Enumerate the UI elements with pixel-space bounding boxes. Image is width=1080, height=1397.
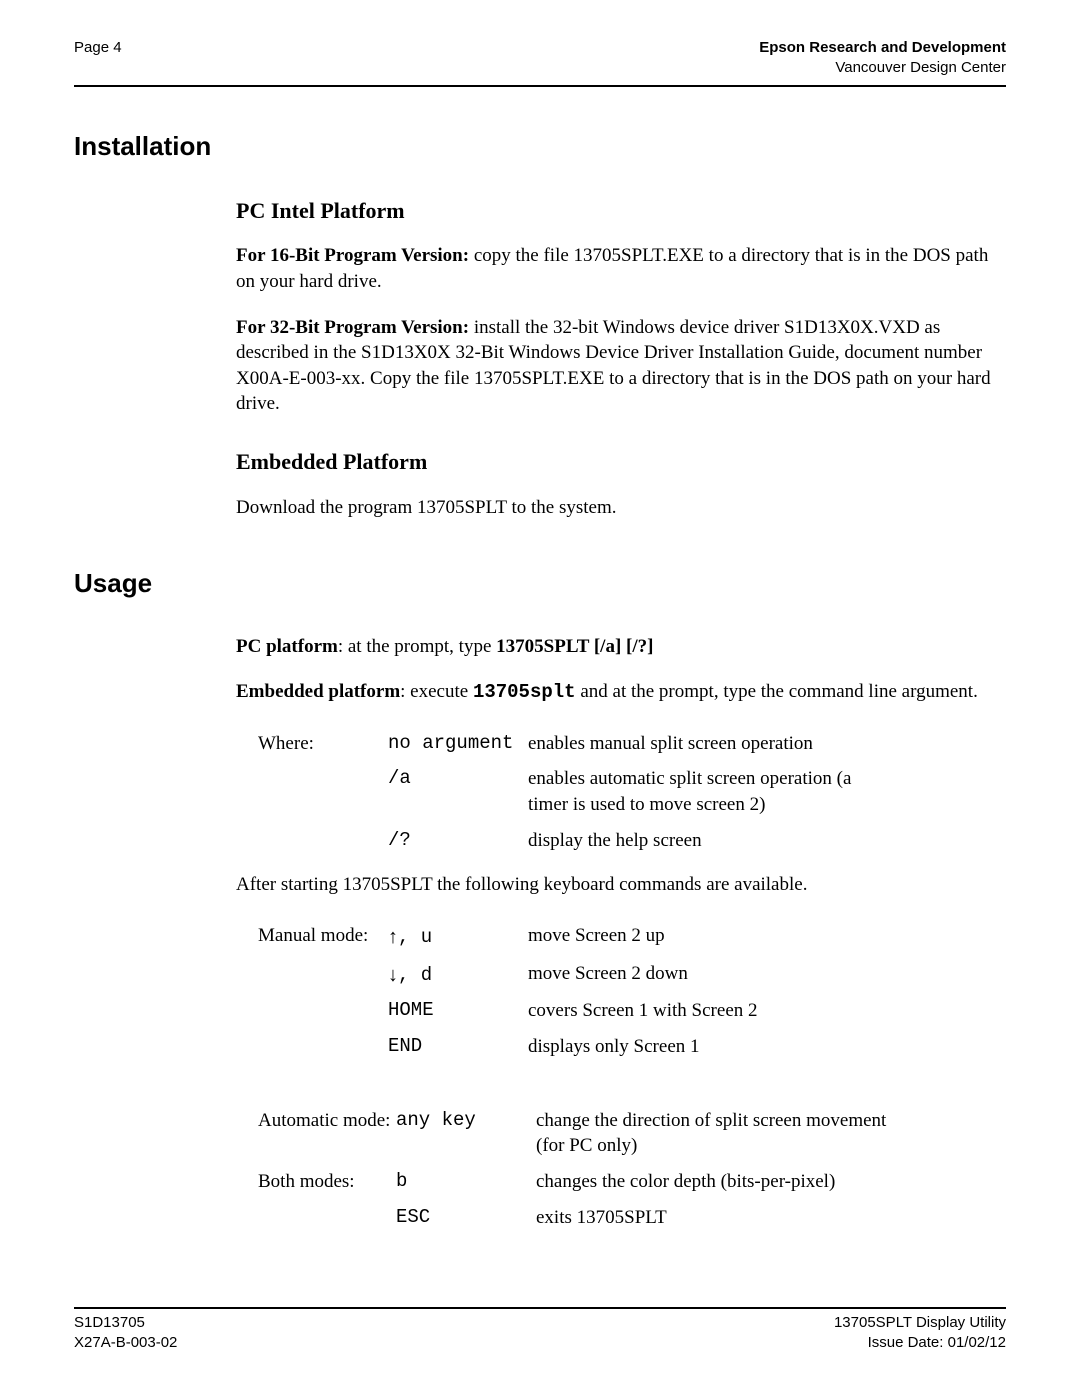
footer-right-1: 13705SPLT Display Utility	[834, 1314, 1006, 1331]
para-after: After starting 13705SPLT the following k…	[236, 872, 996, 898]
subsection-embedded-title: Embedded Platform	[236, 447, 996, 477]
manual-label: Manual mode:	[258, 918, 388, 956]
para-pc-usage: PC platform: at the prompt, type 13705SP…	[236, 634, 996, 660]
subsection-pc-intel-title: PC Intel Platform	[236, 196, 996, 226]
manual-key: ↓, d	[388, 956, 528, 994]
section-usage-title: Usage	[74, 566, 1006, 601]
both-key: ESC	[396, 1200, 536, 1236]
header-org: Epson Research and Development Vancouver…	[759, 38, 1006, 79]
cmd-emb: 13705splt	[473, 681, 576, 703]
footer-right: 13705SPLT Display Utility Issue Date: 01…	[834, 1313, 1006, 1354]
table-row: ↓, d move Screen 2 down	[258, 956, 888, 994]
table-auto-both: Automatic mode: any key change the direc…	[258, 1103, 896, 1236]
page-header: Page 4 Epson Research and Development Va…	[74, 38, 1006, 87]
where-desc: enables automatic split screen operation…	[528, 761, 888, 822]
both-label: Both modes:	[258, 1164, 396, 1200]
where-arg: /?	[388, 823, 528, 859]
table-row: Both modes: b changes the color depth (b…	[258, 1164, 896, 1200]
auto-key: any key	[396, 1103, 536, 1164]
footer-right-2: Issue Date: 01/02/12	[868, 1334, 1006, 1351]
table-row: Automatic mode: any key change the direc…	[258, 1103, 896, 1164]
section-installation-title: Installation	[74, 129, 1006, 164]
up-arrow-icon: ↑	[388, 926, 398, 948]
footer-left-2: X27A-B-003-02	[74, 1334, 177, 1351]
both-desc: changes the color depth (bits-per-pixel)	[536, 1164, 896, 1200]
table-row: Where: no argument enables manual split …	[258, 726, 888, 762]
manual-key: END	[388, 1029, 528, 1065]
table-where: Where: no argument enables manual split …	[258, 726, 888, 859]
table-row: HOME covers Screen 1 with Screen 2	[258, 993, 888, 1029]
header-org-bold: Epson Research and Development	[759, 39, 1006, 56]
header-org-sub: Vancouver Design Center	[835, 59, 1006, 76]
footer-left-1: S1D13705	[74, 1314, 145, 1331]
auto-desc: change the direction of split screen mov…	[536, 1103, 896, 1164]
where-label: Where:	[258, 726, 388, 762]
para-16bit: For 16-Bit Program Version: copy the fil…	[236, 243, 996, 294]
manual-desc: displays only Screen 1	[528, 1029, 888, 1065]
label-16bit: For 16-Bit Program Version:	[236, 245, 469, 266]
table-row: Manual mode: ↑, u move Screen 2 up	[258, 918, 888, 956]
table-row: /? display the help screen	[258, 823, 888, 859]
page-footer: S1D13705 X27A-B-003-02 13705SPLT Display…	[74, 1307, 1006, 1354]
table-manual: Manual mode: ↑, u move Screen 2 up ↓, d …	[258, 918, 888, 1065]
label-32bit: For 32-Bit Program Version:	[236, 317, 469, 338]
table-row: ESC exits 13705SPLT	[258, 1200, 896, 1236]
both-desc: exits 13705SPLT	[536, 1200, 896, 1236]
where-desc: display the help screen	[528, 823, 888, 859]
header-page-number: Page 4	[74, 38, 122, 58]
where-desc: enables manual split screen operation	[528, 726, 888, 762]
both-key: b	[396, 1164, 536, 1200]
para-emb-usage: Embedded platform: execute 13705splt and…	[236, 679, 996, 706]
where-arg: /a	[388, 761, 528, 822]
table-row: /a enables automatic split screen operat…	[258, 761, 888, 822]
manual-key: ↑, u	[388, 918, 528, 956]
para-embedded: Download the program 13705SPLT to the sy…	[236, 495, 996, 521]
footer-left: S1D13705 X27A-B-003-02	[74, 1313, 177, 1354]
label-pc-platform: PC platform	[236, 636, 338, 657]
cmd-pc: 13705SPLT [/a] [/?]	[496, 636, 653, 657]
table-row: END displays only Screen 1	[258, 1029, 888, 1065]
manual-desc: move Screen 2 down	[528, 956, 888, 994]
down-arrow-icon: ↓	[388, 964, 398, 986]
manual-desc: covers Screen 1 with Screen 2	[528, 993, 888, 1029]
text-emb-mid2: and at the prompt, type the command line…	[576, 681, 978, 702]
auto-label: Automatic mode:	[258, 1103, 396, 1164]
where-arg: no argument	[388, 726, 528, 762]
text-emb-mid1: : execute	[400, 681, 473, 702]
manual-desc: move Screen 2 up	[528, 918, 888, 956]
para-32bit: For 32-Bit Program Version: install the …	[236, 315, 996, 418]
label-emb-platform: Embedded platform	[236, 681, 400, 702]
text-pc-mid: : at the prompt, type	[338, 636, 496, 657]
manual-key: HOME	[388, 993, 528, 1029]
